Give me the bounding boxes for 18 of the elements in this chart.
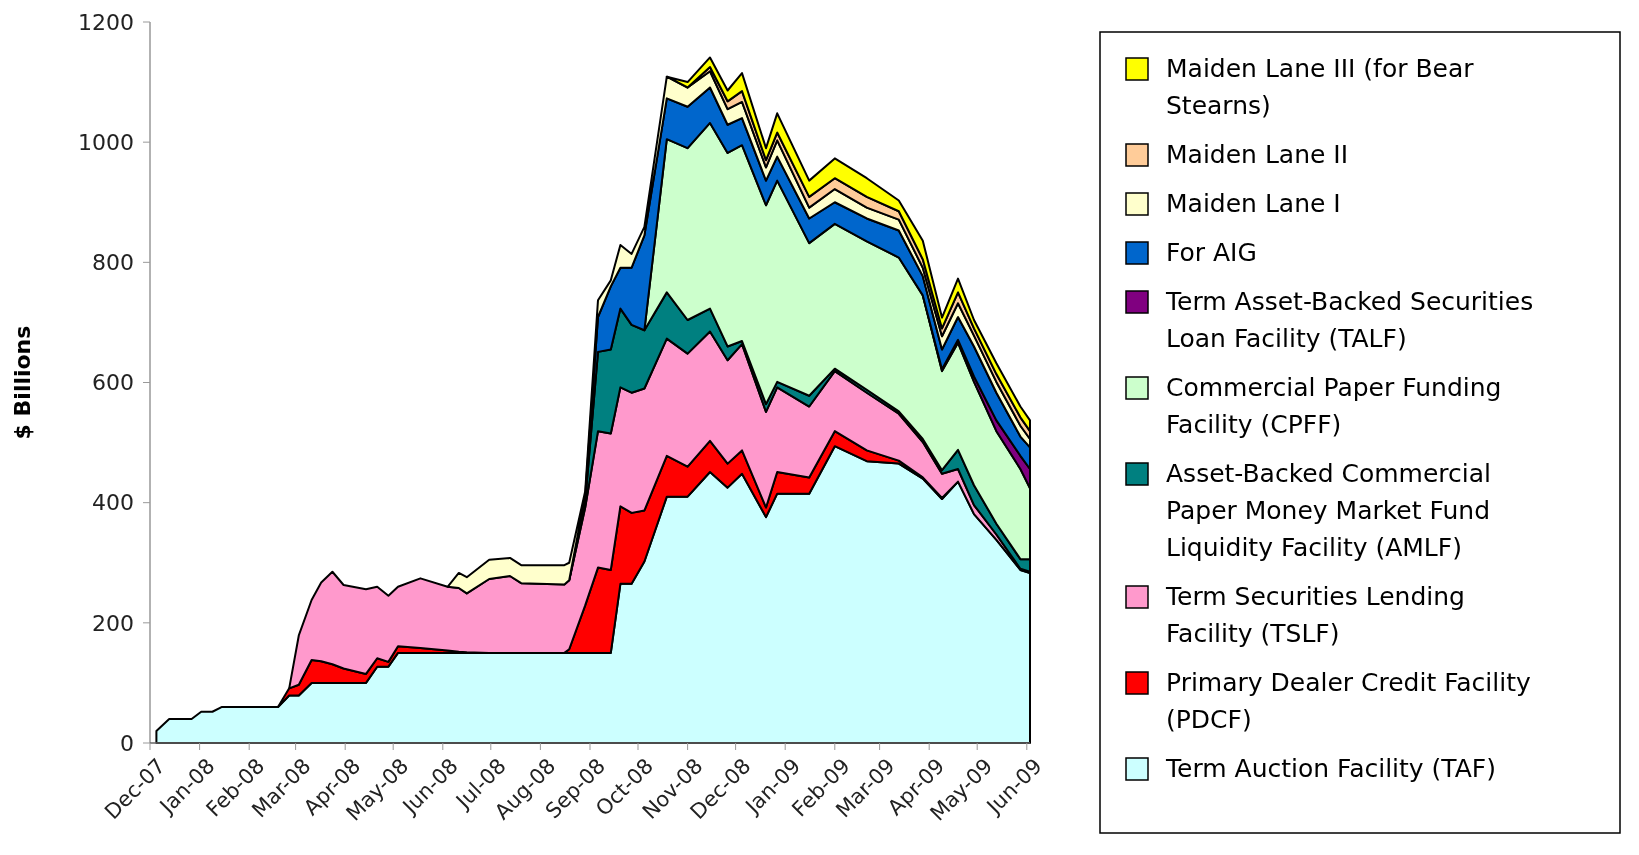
legend-label: Maiden Lane I — [1166, 189, 1341, 218]
y-tick-label: 1200 — [78, 9, 134, 35]
y-tick-label: 1000 — [78, 129, 134, 155]
legend-label: For AIG — [1166, 238, 1257, 267]
legend-label: Term Auction Facility (TAF) — [1165, 754, 1496, 783]
y-tick-label: 800 — [92, 250, 134, 276]
y-axis-title: $ Billions — [10, 325, 35, 440]
y-tick-label: 600 — [92, 370, 134, 396]
y-tick-label: 400 — [92, 490, 134, 516]
legend-label: Maiden Lane II — [1166, 140, 1349, 169]
legend-label: Term Securities Lending Facility (TSLF) — [1165, 582, 1465, 648]
legend-label: Asset-Backed Commercial Paper Money Market Fund Liquidity Facility (AMLF) — [1166, 459, 1491, 562]
y-tick-label: 200 — [92, 610, 134, 636]
legend-label: Maiden Lane III (for Bear Stearns) — [1166, 54, 1475, 120]
y-tick-label: 0 — [120, 730, 134, 756]
legend-label: Primary Dealer Credit Facility (PDCF) — [1166, 668, 1531, 734]
legend-label: Term Asset-Backed Securities Loan Facility (TALF) — [1165, 287, 1534, 353]
legend-label: Commercial Paper Funding Facility (CPFF) — [1166, 373, 1502, 439]
